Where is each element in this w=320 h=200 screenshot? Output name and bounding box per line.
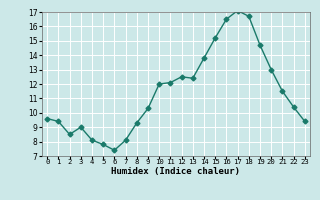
X-axis label: Humidex (Indice chaleur): Humidex (Indice chaleur) [111, 167, 241, 176]
